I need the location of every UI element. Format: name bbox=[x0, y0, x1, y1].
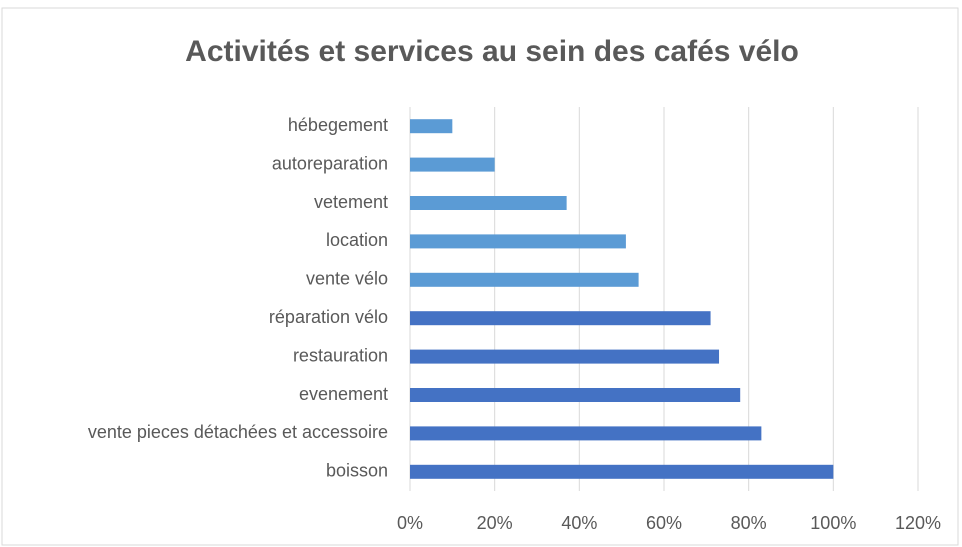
bar bbox=[410, 311, 711, 326]
x-tick-label: 120% bbox=[895, 513, 941, 533]
bar bbox=[410, 388, 741, 402]
x-tick-label: 0% bbox=[397, 513, 423, 533]
bar bbox=[410, 119, 453, 134]
y-tick-label: location bbox=[326, 230, 388, 250]
y-tick-label: restauration bbox=[293, 345, 388, 365]
x-tick-label: 40% bbox=[561, 513, 597, 533]
y-tick-label: réparation vélo bbox=[269, 307, 388, 327]
bar bbox=[410, 234, 626, 249]
y-tick-label: vente pieces détachées et accessoire bbox=[88, 422, 388, 442]
bar bbox=[410, 464, 834, 479]
y-tick-label: boisson bbox=[326, 461, 388, 481]
x-tick-label: 100% bbox=[810, 513, 856, 533]
x-tick-label: 80% bbox=[731, 513, 767, 533]
bar bbox=[410, 196, 567, 210]
y-tick-label: vetement bbox=[314, 192, 388, 212]
y-tick-label: autoreparation bbox=[272, 153, 388, 173]
x-tick-label: 20% bbox=[477, 513, 513, 533]
x-tick-label: 60% bbox=[646, 513, 682, 533]
y-tick-label: vente vélo bbox=[306, 269, 388, 289]
y-tick-label: hébegement bbox=[288, 115, 388, 135]
bar bbox=[410, 349, 720, 364]
bar bbox=[410, 426, 762, 441]
y-tick-label: evenement bbox=[299, 384, 388, 404]
chart-frame bbox=[1, 7, 959, 546]
bar bbox=[410, 157, 495, 172]
chart-title: Activités et services au sein des cafés … bbox=[185, 35, 799, 68]
bar bbox=[410, 272, 639, 287]
